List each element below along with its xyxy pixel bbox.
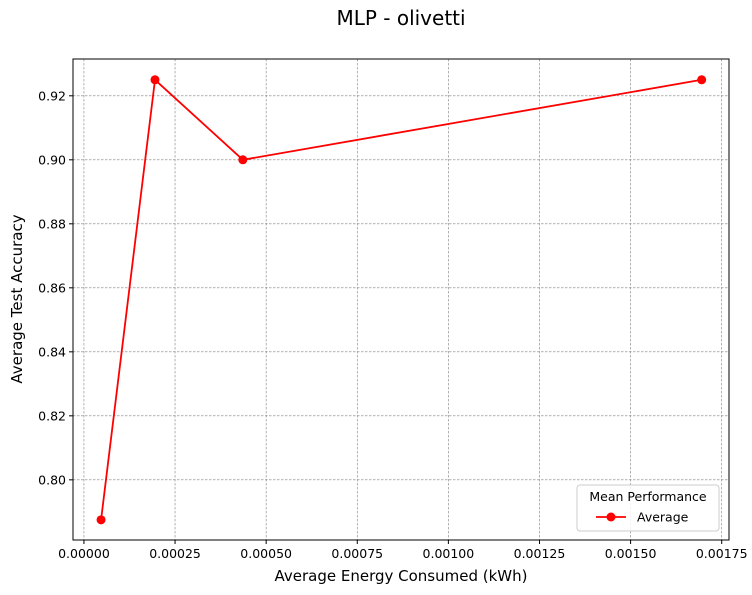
x-tick-label: 0.00050 (240, 546, 292, 561)
y-tick-label: 0.92 (38, 88, 66, 103)
y-tick-label: 0.82 (38, 408, 66, 423)
x-tick-label: 0.00125 (514, 546, 566, 561)
x-tick-label: 0.00150 (605, 546, 657, 561)
chart-title: MLP - olivetti (336, 6, 465, 30)
y-tick-label: 0.90 (38, 152, 66, 167)
y-tick-label: 0.80 (38, 472, 66, 487)
data-point (697, 75, 707, 85)
data-point (238, 155, 248, 165)
y-tick-label: 0.84 (38, 344, 66, 359)
y-tick-label: 0.88 (38, 216, 66, 231)
plot-frame (72, 58, 730, 541)
y-tick-label: 0.86 (38, 280, 66, 295)
x-tick-label: 0.00175 (696, 546, 748, 561)
x-tick-label: 0.00025 (149, 546, 201, 561)
legend-marker (606, 512, 616, 522)
series-line (100, 78, 702, 520)
legend-title: Mean Performance (589, 489, 707, 504)
series-layer (96, 75, 707, 525)
legend-entry-label: Average (637, 510, 689, 525)
y-axis: 0.80 0.82 0.84 0.86 0.88 0.90 0.92 (38, 88, 73, 487)
data-point (96, 515, 106, 525)
x-axis: 0.00000 0.00025 0.00050 0.00075 0.00100 0.001… (58, 540, 748, 561)
x-tick-label: 0.00000 (58, 546, 110, 561)
y-axis-label: Average Test Accuracy (8, 214, 26, 383)
legend: Mean Performance Average (576, 484, 720, 532)
grid (73, 59, 729, 540)
data-point (150, 75, 160, 85)
x-tick-label: 0.00075 (331, 546, 383, 561)
x-tick-label: 0.00100 (423, 546, 475, 561)
x-axis-label: Average Energy Consumed (kWh) (275, 567, 528, 585)
